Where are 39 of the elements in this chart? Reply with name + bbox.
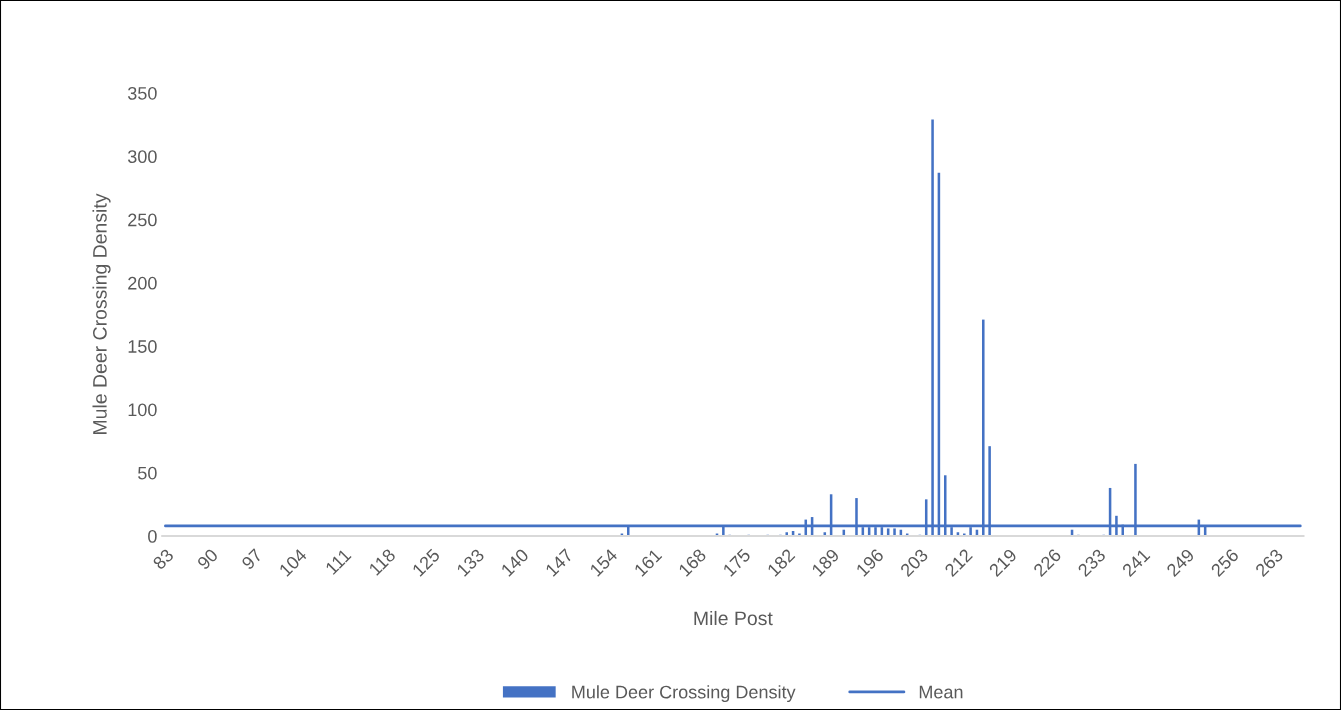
y-tick-label: 100 [128,403,157,417]
x-tick-label: 168 [678,548,707,577]
x-tick-label: 256 [1210,548,1240,578]
x-tick-label: 249 [1165,548,1195,578]
x-tick-label: 111 [324,548,352,575]
x-tick-label: 233 [1077,548,1107,578]
y-tick-label: 0 [148,529,157,543]
x-tick-label: 189 [811,548,840,577]
x-axis-title: Mile Post [694,610,773,626]
x-tick-label: 147 [544,548,574,577]
x-tick-label: 97 [240,548,263,571]
x-tick-label: 154 [589,548,619,577]
x-tick-label: 118 [368,548,397,576]
x-tick-label: 203 [899,548,929,578]
x-tick-label: 226 [1032,548,1062,578]
legend-label: Mean [919,685,963,699]
x-tick-label: 219 [988,548,1018,578]
x-tick-label: 182 [766,548,796,577]
x-tick-label: 90 [196,548,219,571]
x-tick-label: 133 [456,548,485,577]
y-tick-label: 150 [128,340,157,353]
x-tick-label: 125 [411,548,441,577]
x-tick-label: 161 [633,548,663,577]
y-tick-label: 300 [127,150,157,164]
y-axis-title: Mule Deer Crossing Density [92,193,111,434]
x-tick-label: 104 [278,547,308,577]
x-tick-label: 263 [1254,548,1284,578]
y-tick-label: 250 [128,213,157,227]
y-tick-label: 200 [128,276,157,290]
x-tick-label: 83 [152,548,175,571]
bar [785,532,789,537]
legend-label: Mule Deer Crossing Density [572,685,796,703]
x-tick-label: 212 [943,548,973,578]
x-tick-label: 175 [722,548,752,577]
y-tick-label: 350 [127,86,157,100]
x-tick-label: 196 [855,548,885,577]
x-tick-label: 241 [1121,548,1151,578]
y-tick-label: 50 [138,466,157,480]
x-tick-label: 140 [500,548,530,577]
